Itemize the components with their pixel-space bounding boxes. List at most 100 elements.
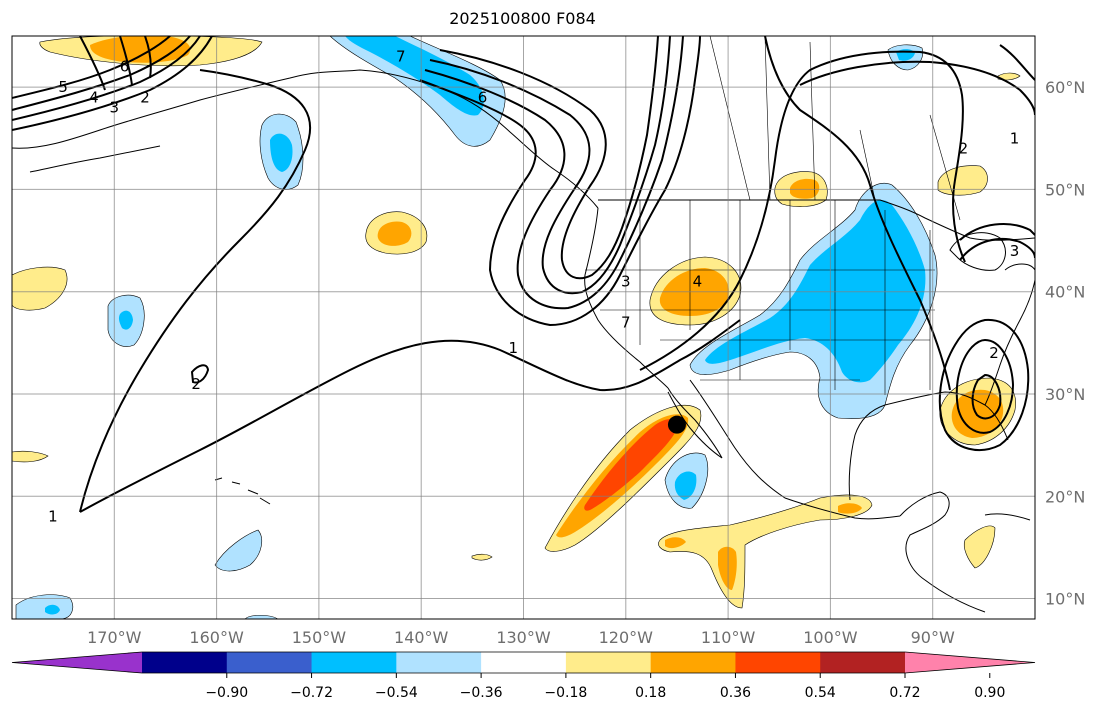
contour-label: 2	[989, 344, 999, 362]
colorbar-bin	[565, 652, 652, 673]
lon-tick-label: 160°W	[189, 628, 244, 647]
contour-label: 3	[621, 272, 631, 290]
anomaly-region-gulf-core	[951, 389, 1004, 438]
contour-label: 1	[48, 508, 58, 526]
contour-label: 7	[396, 47, 406, 65]
lat-tick-label: 20°N	[1045, 487, 1085, 506]
anomaly-region-pacific-3	[12, 450, 49, 463]
contour-label: 3	[110, 99, 120, 117]
anomaly-region-central-america-core	[718, 546, 737, 590]
anomaly-region-blue-5-core	[45, 604, 60, 615]
contour-label: 5	[58, 78, 68, 96]
contour-label: 7	[621, 313, 631, 331]
colorbar-tick-label: −0.54	[375, 685, 418, 701]
lat-tick-label: 40°N	[1045, 283, 1085, 302]
marker-layer	[667, 415, 686, 434]
anomaly-region-pacific-1-core	[377, 221, 412, 246]
anomaly-region-central-america-2	[838, 503, 862, 514]
anomaly-region-blue-1-core	[270, 133, 293, 172]
contour-1-outer	[79, 69, 311, 513]
colorbar-tick-label: −0.90	[205, 685, 248, 701]
anomaly-region-blue-2-core	[118, 310, 133, 330]
anomaly-region-small-1	[471, 553, 493, 561]
coastline-florida-east	[984, 279, 1035, 406]
positive-anomaly-shading	[12, 36, 1021, 609]
contour-east-ridge	[639, 50, 966, 371]
great-lakes	[949, 232, 1035, 271]
state-borders	[585, 200, 935, 395]
coastline-mexico-west	[689, 379, 901, 520]
contour-label: 2	[191, 375, 201, 393]
colorbar-tick-label: 0.36	[720, 685, 751, 701]
contour-trough-1	[419, 36, 701, 327]
anomaly-region-blue-3-core	[674, 471, 697, 500]
coastline-yucatan	[899, 491, 986, 613]
contour-label: 2	[959, 140, 969, 158]
contour-ne-top-2	[999, 44, 1035, 81]
colorbar-extend-low	[12, 652, 142, 673]
lon-tick-label: 130°W	[496, 628, 551, 647]
coastline-aleutians	[29, 145, 161, 173]
lon-tick-label: 150°W	[292, 628, 347, 647]
anomaly-region-gulf-of-alaska	[329, 36, 506, 147]
axis-tick-labels: 170°W 160°W 150°W 140°W 130°W 120°W 110°W 100°W…	[87, 78, 1085, 647]
coastlines-borders	[12, 36, 1035, 613]
colorbar-bin	[481, 652, 567, 673]
contour-east-2	[764, 36, 951, 391]
contour-trough-4	[439, 36, 659, 280]
colorbar-bin	[735, 652, 821, 673]
anomaly-region-gulf-of-alaska-core	[345, 36, 484, 116]
contour-label: 1	[508, 339, 518, 357]
contour-trough-2	[424, 36, 684, 310]
contour-label: 1	[1010, 129, 1020, 147]
lon-tick-label: 170°W	[87, 628, 142, 647]
canada-borders	[709, 36, 961, 221]
contour-ne-ring	[959, 223, 1035, 261]
contour-small-pacific	[190, 364, 210, 384]
negative-anomaly-shading	[15, 36, 938, 619]
contour-bering-3	[12, 36, 213, 131]
contour-lines	[12, 36, 1035, 513]
contour-trough-3	[429, 36, 671, 295]
anomaly-region-central-us-core	[705, 200, 926, 383]
colorbar-bin	[650, 652, 736, 673]
lon-tick-label: 120°W	[599, 628, 654, 647]
colorbar-bin	[142, 652, 228, 673]
contour-label: 3	[1010, 242, 1020, 260]
contour-label: 6	[478, 88, 488, 106]
colorbar: −0.90 −0.72 −0.54 −0.36 −0.18 0.18 0.36 0.54 0.7…	[11, 651, 1036, 701]
colorbar-tick-label: −0.36	[460, 685, 503, 701]
map-title: 2025100800 F084	[449, 9, 596, 28]
lat-tick-label: 60°N	[1045, 78, 1085, 97]
colorbar-tick-label: 0.90	[974, 685, 1005, 701]
colorbar-bin	[820, 652, 906, 673]
colorbar-tick-label: −0.18	[544, 685, 587, 701]
lon-tick-label: 140°W	[394, 628, 449, 647]
contour-ne-top	[799, 60, 1035, 116]
colorbar-bin	[311, 652, 397, 673]
graticule	[12, 36, 1035, 619]
caribbean-islands	[984, 513, 1031, 521]
contour-bering-5	[79, 36, 152, 91]
location-marker	[667, 415, 686, 434]
contour-bering-1	[12, 36, 191, 111]
colorbar-bin	[396, 652, 482, 673]
anomaly-region-small-2	[665, 537, 686, 549]
coastline-us-west	[584, 207, 669, 389]
contour-bering-2	[12, 36, 201, 121]
map-frame	[11, 35, 1036, 620]
anomaly-region-baja-max	[584, 418, 678, 511]
colorbar-extend-high	[905, 652, 1035, 673]
anomaly-region-canada-2	[937, 165, 988, 196]
contour-label: 6	[120, 58, 130, 76]
contour-label: 2	[140, 88, 150, 106]
colorbar-tick-label: 0.54	[805, 685, 836, 701]
colorbar-outline	[11, 651, 1036, 674]
lat-tick-label: 10°N	[1045, 590, 1085, 609]
colorbar-tick-label: 0.18	[635, 685, 666, 701]
anomaly-region-blue-4	[214, 529, 263, 572]
colorbar-tick-label: −0.72	[290, 685, 333, 701]
colorbar-tick-label: 0.72	[889, 685, 920, 701]
